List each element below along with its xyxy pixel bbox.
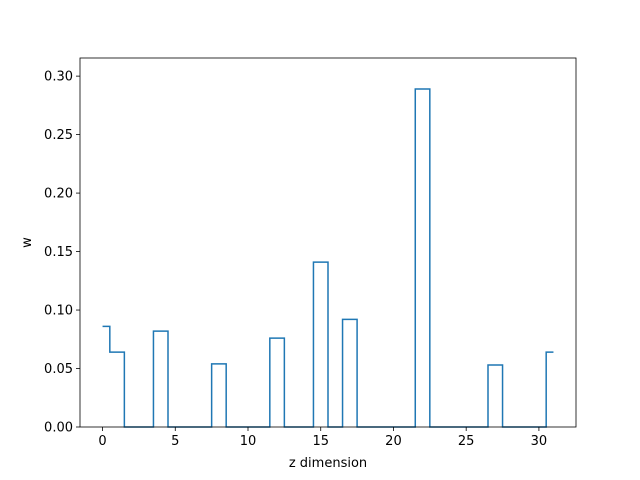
- x-tick-label: 25: [458, 434, 475, 449]
- y-tick-label: 0.15: [44, 245, 73, 260]
- axes-frame: [79, 57, 577, 428]
- x-tick-label: 30: [531, 434, 548, 449]
- y-axis-label: w: [20, 237, 35, 248]
- x-tick-label: 5: [171, 434, 179, 449]
- y-tick-label: 0.00: [44, 421, 73, 436]
- x-axis: 0 5 10 15 20 25 30: [98, 427, 547, 449]
- y-tick-label: 0.25: [44, 128, 73, 143]
- series-line: [102, 88, 554, 428]
- plot-area: [102, 88, 554, 428]
- x-tick-label: 0: [98, 434, 106, 449]
- y-tick-label: 0.20: [44, 187, 73, 202]
- x-axis-label: z dimension: [289, 456, 367, 471]
- x-tick-label: 15: [312, 434, 329, 449]
- y-tick-label: 0.10: [44, 304, 73, 319]
- y-tick-label: 0.05: [44, 362, 73, 377]
- x-tick-label: 10: [240, 434, 257, 449]
- y-tick-label: 0.30: [44, 70, 73, 85]
- x-tick-label: 20: [385, 434, 402, 449]
- y-axis: 0.00 0.05 0.10 0.15 0.20 0.25 0.30: [44, 70, 80, 436]
